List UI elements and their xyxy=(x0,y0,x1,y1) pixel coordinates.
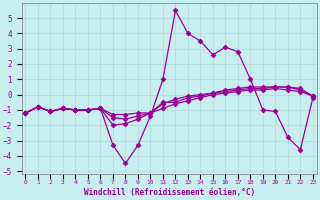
X-axis label: Windchill (Refroidissement éolien,°C): Windchill (Refroidissement éolien,°C) xyxy=(84,188,255,197)
